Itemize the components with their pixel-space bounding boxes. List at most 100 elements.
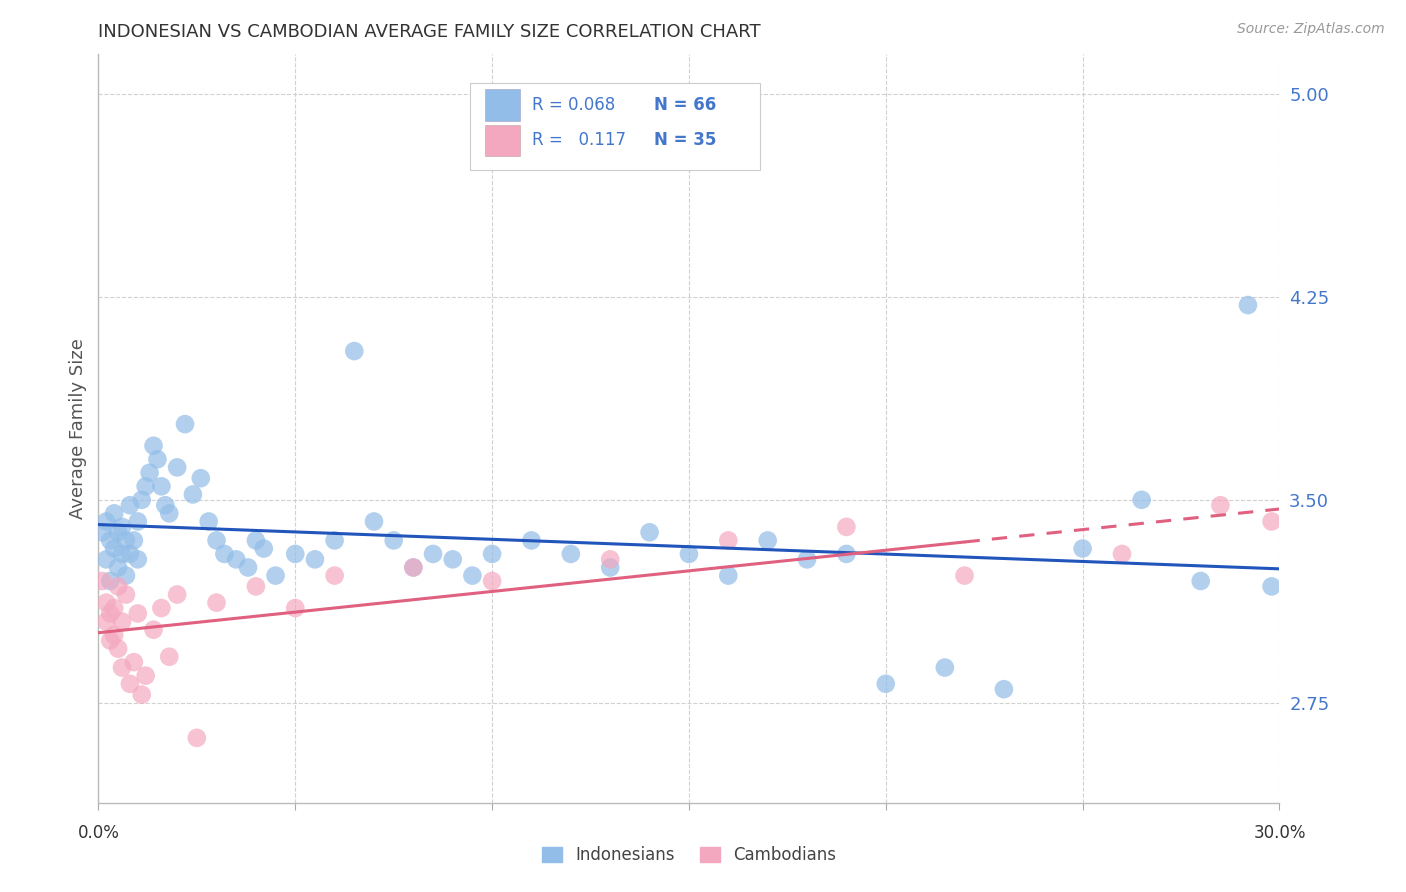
Point	[343, 344, 366, 359]
Point	[190, 471, 212, 485]
Y-axis label: Average Family Size: Average Family Size	[69, 338, 87, 518]
Point	[1260, 579, 1282, 593]
Text: Source: ZipAtlas.com: Source: ZipAtlas.com	[1237, 22, 1385, 37]
Point	[205, 596, 228, 610]
Text: R =   0.117: R = 0.117	[531, 131, 626, 150]
Point	[245, 579, 267, 593]
Point	[756, 533, 779, 548]
Point	[225, 552, 247, 566]
Point	[107, 641, 129, 656]
Point	[599, 552, 621, 566]
Point	[402, 560, 425, 574]
Point	[127, 607, 149, 621]
Text: INDONESIAN VS CAMBODIAN AVERAGE FAMILY SIZE CORRELATION CHART: INDONESIAN VS CAMBODIAN AVERAGE FAMILY S…	[98, 23, 761, 41]
Point	[131, 492, 153, 507]
Point	[284, 547, 307, 561]
Point	[205, 533, 228, 548]
Point	[520, 533, 543, 548]
Point	[835, 520, 858, 534]
Point	[91, 574, 114, 588]
Legend: Indonesians, Cambodians: Indonesians, Cambodians	[537, 841, 841, 870]
Point	[481, 574, 503, 588]
Point	[103, 541, 125, 556]
Point	[441, 552, 464, 566]
Point	[1071, 541, 1094, 556]
Point	[146, 452, 169, 467]
Point	[91, 525, 114, 540]
Bar	[485, 89, 520, 121]
Point	[323, 533, 346, 548]
Point	[98, 633, 121, 648]
Point	[953, 568, 976, 582]
Point	[122, 533, 145, 548]
Point	[103, 507, 125, 521]
Point	[118, 677, 141, 691]
Point	[717, 568, 740, 582]
Point	[1209, 498, 1232, 512]
Point	[131, 688, 153, 702]
Point	[157, 507, 180, 521]
Point	[382, 533, 405, 548]
Point	[98, 607, 121, 621]
Point	[264, 568, 287, 582]
Point	[934, 660, 956, 674]
Point	[107, 560, 129, 574]
Point	[197, 515, 219, 529]
Bar	[485, 125, 520, 156]
Point	[98, 533, 121, 548]
Point	[115, 587, 138, 601]
Point	[402, 560, 425, 574]
Point	[138, 466, 160, 480]
Point	[245, 533, 267, 548]
Point	[127, 552, 149, 566]
Point	[1189, 574, 1212, 588]
Point	[323, 568, 346, 582]
Point	[111, 660, 134, 674]
Point	[1237, 298, 1260, 312]
Point	[304, 552, 326, 566]
Point	[166, 460, 188, 475]
Point	[103, 628, 125, 642]
Point	[150, 601, 173, 615]
Point	[560, 547, 582, 561]
Point	[186, 731, 208, 745]
Point	[103, 601, 125, 615]
Point	[150, 479, 173, 493]
Point	[253, 541, 276, 556]
Point	[98, 574, 121, 588]
Point	[122, 655, 145, 669]
Point	[875, 677, 897, 691]
Text: 30.0%: 30.0%	[1253, 824, 1306, 842]
Point	[96, 552, 118, 566]
Point	[717, 533, 740, 548]
Point	[599, 560, 621, 574]
Point	[422, 547, 444, 561]
Point	[1111, 547, 1133, 561]
Point	[1260, 515, 1282, 529]
Point	[107, 579, 129, 593]
Point	[1130, 492, 1153, 507]
Point	[155, 498, 177, 512]
Point	[638, 525, 661, 540]
Point	[678, 547, 700, 561]
Point	[111, 615, 134, 629]
Point	[166, 587, 188, 601]
Point	[118, 498, 141, 512]
Point	[461, 568, 484, 582]
Point	[115, 533, 138, 548]
Point	[142, 439, 165, 453]
Point	[481, 547, 503, 561]
Point	[111, 547, 134, 561]
Point	[127, 515, 149, 529]
Text: N = 66: N = 66	[654, 96, 716, 114]
Text: R = 0.068: R = 0.068	[531, 96, 614, 114]
FancyBboxPatch shape	[471, 84, 759, 169]
Point	[135, 668, 157, 682]
Point	[96, 596, 118, 610]
Point	[157, 649, 180, 664]
Point	[96, 615, 118, 629]
Point	[107, 525, 129, 540]
Point	[363, 515, 385, 529]
Point	[142, 623, 165, 637]
Text: 0.0%: 0.0%	[77, 824, 120, 842]
